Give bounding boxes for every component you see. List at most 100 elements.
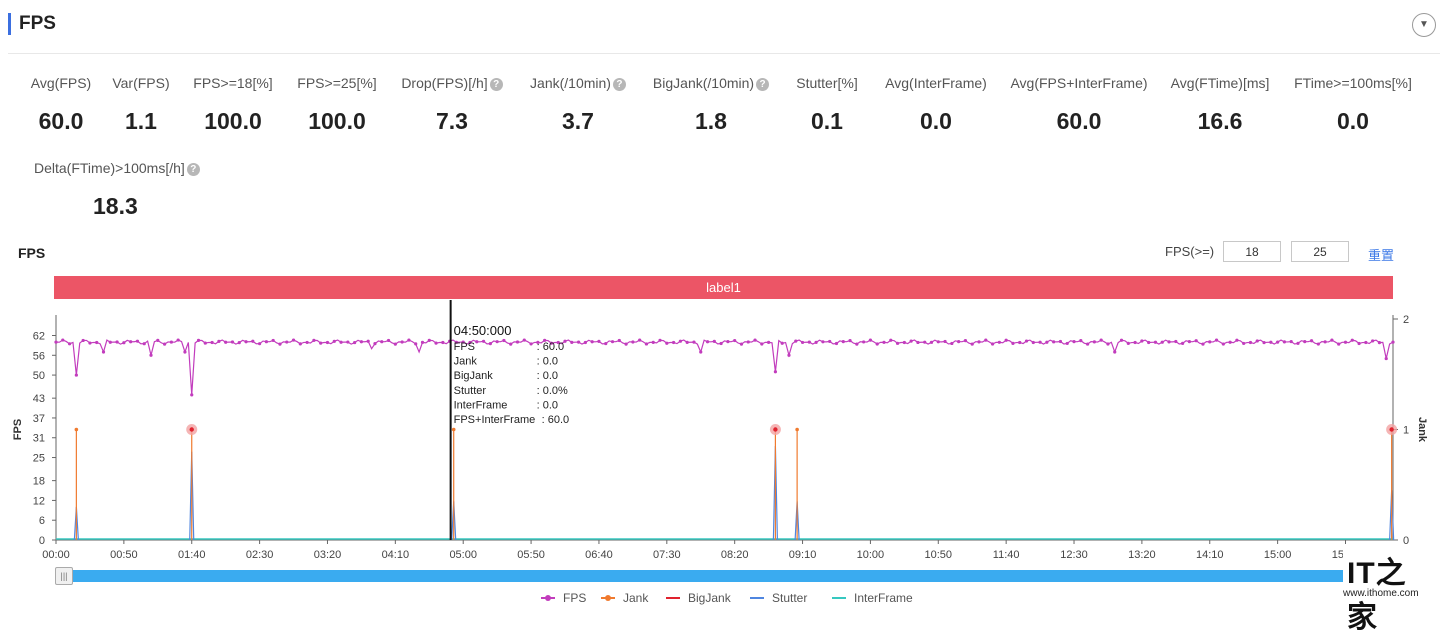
fps-point bbox=[1113, 350, 1117, 354]
fps-point bbox=[1208, 340, 1212, 344]
fps-point bbox=[590, 340, 594, 344]
fps-threshold-low-input[interactable] bbox=[1223, 241, 1281, 262]
help-icon[interactable]: ? bbox=[489, 78, 503, 91]
help-icon[interactable]: ? bbox=[186, 163, 200, 176]
metric-label: Avg(FPS+InterFrame) bbox=[969, 74, 1189, 92]
metric-value: 0.1 bbox=[811, 108, 843, 134]
x-tick-label: 08:20 bbox=[721, 549, 749, 561]
fps-point bbox=[278, 342, 282, 346]
fps-point bbox=[794, 339, 798, 343]
fps-point bbox=[828, 339, 832, 344]
bigjank-point bbox=[1389, 427, 1394, 432]
fps-point bbox=[916, 340, 920, 345]
y2-axis-label: Jank bbox=[1416, 417, 1428, 443]
fps-point bbox=[339, 340, 343, 344]
fps-point bbox=[271, 338, 275, 343]
fps-point bbox=[1085, 342, 1090, 346]
fps-point bbox=[665, 341, 669, 345]
zoom-slider-handle[interactable]: ||| bbox=[55, 567, 73, 585]
metric-value: 60.0 bbox=[1056, 108, 1102, 134]
fps-point bbox=[1106, 342, 1110, 346]
fps-point bbox=[400, 340, 404, 344]
x-tick-label: 14:10 bbox=[1196, 549, 1224, 561]
metric-10: Avg(FTime)[ms] 16.6 bbox=[1110, 74, 1330, 135]
fps-point bbox=[855, 342, 859, 346]
fps-point bbox=[346, 340, 350, 344]
jank-point bbox=[451, 427, 456, 432]
fps-point bbox=[1248, 340, 1253, 345]
label-band[interactable]: label1 bbox=[54, 276, 1393, 299]
fps-point bbox=[149, 353, 153, 357]
fps-point bbox=[699, 350, 703, 354]
fps-point bbox=[678, 339, 682, 343]
fps-point bbox=[203, 341, 207, 345]
fps-point bbox=[61, 338, 65, 342]
metric-label-text: Stutter[%] bbox=[796, 75, 858, 91]
x-tick-label: 10:50 bbox=[925, 549, 953, 561]
tooltip-row-name: InterFrame bbox=[454, 399, 508, 411]
fps-point bbox=[291, 338, 296, 342]
fps-point bbox=[380, 340, 384, 344]
fps-threshold-label: FPS(>=) bbox=[1165, 244, 1215, 259]
fps-point bbox=[1296, 341, 1300, 345]
x-tick-label: 00:00 bbox=[42, 549, 70, 561]
y-tick-label: 56 bbox=[33, 350, 45, 362]
fps-point bbox=[298, 342, 302, 346]
fps-point bbox=[1242, 341, 1246, 346]
fps-point bbox=[658, 338, 662, 342]
fps-point bbox=[814, 340, 818, 344]
fps-point bbox=[1119, 338, 1124, 342]
series-fps-line bbox=[55, 339, 1394, 395]
fps-point bbox=[1065, 341, 1069, 346]
fps-point bbox=[1126, 341, 1130, 345]
fps-point bbox=[624, 342, 628, 346]
reset-button[interactable]: 重置 bbox=[1368, 248, 1395, 263]
fps-point bbox=[882, 340, 886, 344]
x-tick-label: 07:30 bbox=[653, 549, 681, 561]
y2-tick-label: 1 bbox=[1403, 425, 1409, 437]
fps-point bbox=[1052, 340, 1056, 344]
legend-swatch bbox=[750, 597, 764, 599]
metric-label: FPS>=25[%] bbox=[227, 74, 447, 92]
fps-point bbox=[441, 340, 445, 345]
fps-point bbox=[875, 342, 879, 346]
metric-label-text: Delta(FTime)>100ms[/h] bbox=[34, 160, 185, 176]
fps-point bbox=[1323, 340, 1327, 344]
fps-point bbox=[305, 340, 309, 345]
bigjank-point bbox=[773, 427, 778, 432]
fps-point bbox=[101, 350, 106, 354]
fps-point bbox=[1221, 342, 1225, 346]
fps-point bbox=[970, 342, 974, 346]
help-icon[interactable]: ? bbox=[612, 78, 626, 91]
fps-point bbox=[821, 340, 825, 344]
metric-8: Avg(InterFrame) 0.0 bbox=[826, 74, 1046, 135]
fps-point bbox=[984, 338, 988, 342]
zoom-slider-track[interactable] bbox=[56, 570, 1393, 582]
fps-point bbox=[1099, 338, 1103, 342]
x-tick-label: 13:20 bbox=[1128, 549, 1156, 561]
fps-point bbox=[1167, 340, 1171, 344]
metric-label-text: Avg(InterFrame) bbox=[885, 75, 987, 91]
fps-point bbox=[1377, 341, 1382, 345]
fps-threshold-high-input[interactable] bbox=[1291, 241, 1349, 262]
watermark-url: www.ithome.com bbox=[1343, 588, 1419, 599]
tooltip-row-value: : 0.0 bbox=[537, 356, 558, 368]
help-icon[interactable]: ? bbox=[756, 78, 770, 91]
fps-point bbox=[807, 340, 811, 344]
chevron-down-icon[interactable]: ▼ bbox=[1412, 13, 1436, 37]
metric-9: Avg(FPS+InterFrame) 60.0 bbox=[969, 74, 1189, 135]
title-accent-bar bbox=[8, 13, 11, 35]
y-tick-label: 6 bbox=[39, 515, 45, 527]
metric-value: 100.0 bbox=[308, 108, 366, 134]
fps-point bbox=[583, 340, 587, 345]
fps-point bbox=[359, 340, 364, 344]
fps-point bbox=[1391, 340, 1395, 344]
fps-point bbox=[414, 342, 418, 346]
fps-point bbox=[95, 340, 99, 345]
fps-point bbox=[1343, 340, 1348, 344]
chart-legend: FPS Jank BigJank Stutter InterFrame bbox=[0, 590, 1440, 608]
fps-point bbox=[1140, 339, 1144, 343]
fps-point bbox=[1147, 340, 1151, 345]
fps-point bbox=[481, 339, 486, 343]
